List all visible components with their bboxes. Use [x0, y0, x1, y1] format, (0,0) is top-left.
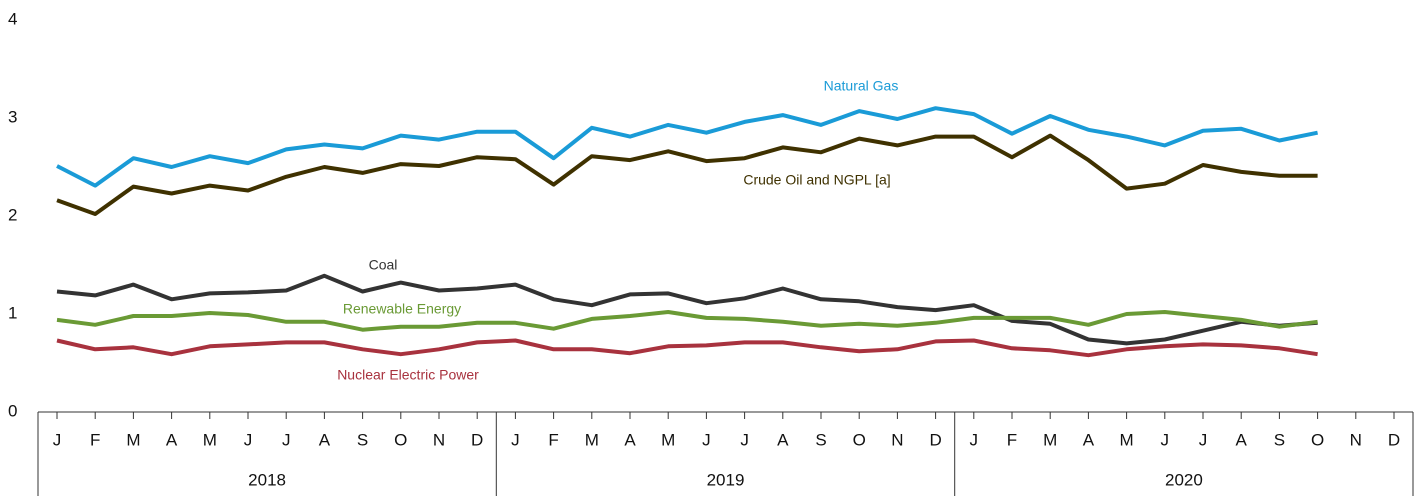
year-label: 2020: [1165, 470, 1203, 489]
series-label: Coal: [369, 257, 398, 273]
series-line: [56, 106, 1319, 188]
x-tick-label: N: [1350, 430, 1362, 449]
x-tick-label: D: [471, 430, 483, 449]
x-tick-label: S: [357, 430, 368, 449]
x-tick-label: O: [853, 430, 866, 449]
x-tick-label: D: [1388, 430, 1400, 449]
x-tick-label: M: [126, 430, 140, 449]
x-tick-label: N: [891, 430, 903, 449]
x-tick-label: S: [815, 430, 826, 449]
x-tick-label: M: [1043, 430, 1057, 449]
series-line: [56, 273, 1318, 346]
x-tick-label: F: [1007, 430, 1017, 449]
x-tick-label: M: [203, 430, 217, 449]
y-tick-label: 1: [8, 303, 17, 322]
x-tick-label: J: [1161, 430, 1170, 449]
x-tick-label: J: [244, 430, 253, 449]
y-tick-label: 3: [8, 107, 17, 126]
x-tick-label: O: [1311, 430, 1324, 449]
y-tick-label: 0: [8, 401, 17, 420]
x-tick-label: N: [433, 430, 445, 449]
x-tick-label: J: [282, 430, 291, 449]
y-tick-label: 4: [8, 9, 17, 28]
x-tick-label: J: [53, 430, 62, 449]
x-tick-label: F: [548, 430, 558, 449]
series-line: [56, 133, 1318, 216]
x-tick-label: A: [1236, 430, 1248, 449]
x-tick-label: A: [777, 430, 789, 449]
x-tick-label: A: [1083, 430, 1095, 449]
series-line: [56, 338, 1318, 358]
x-tick-label: J: [740, 430, 749, 449]
x-tick-label: A: [319, 430, 331, 449]
x-tick-label: M: [585, 430, 599, 449]
x-tick-label: J: [1199, 430, 1208, 449]
x-tick-label: A: [166, 430, 178, 449]
x-tick-label: F: [90, 430, 100, 449]
y-tick-label: 2: [8, 205, 17, 224]
series-line: [56, 310, 1318, 332]
series-label: Crude Oil and NGPL [a]: [743, 172, 890, 188]
x-tick-label: S: [1274, 430, 1285, 449]
x-tick-label: D: [929, 430, 941, 449]
series-label: Renewable Energy: [343, 301, 461, 317]
series-label: Natural Gas: [824, 78, 899, 94]
x-tick-label: A: [624, 430, 636, 449]
x-tick-label: J: [702, 430, 711, 449]
year-label: 2019: [707, 470, 745, 489]
x-tick-label: J: [970, 430, 979, 449]
x-tick-label: M: [1120, 430, 1134, 449]
series-label: Nuclear Electric Power: [337, 367, 479, 383]
x-tick-label: M: [661, 430, 675, 449]
x-tick-label: O: [394, 430, 407, 449]
x-tick-label: J: [511, 430, 520, 449]
year-label: 2018: [248, 470, 286, 489]
